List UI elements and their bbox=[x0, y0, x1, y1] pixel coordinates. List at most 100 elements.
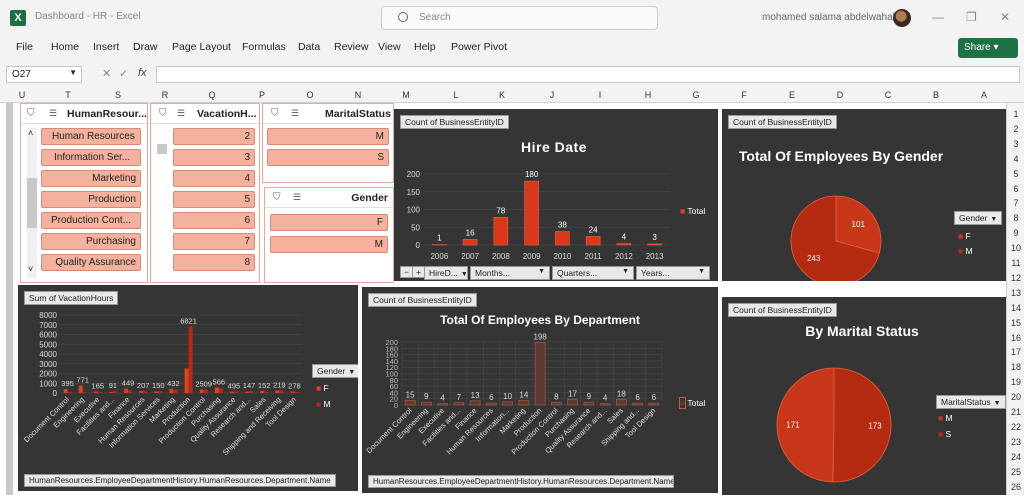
legend-field-button[interactable]: Gender ▼ bbox=[312, 364, 358, 378]
user-name[interactable]: mohamed salama abdelwahab bbox=[762, 12, 899, 23]
row-header[interactable]: 24 bbox=[1010, 451, 1021, 462]
slicer-item[interactable]: F bbox=[270, 214, 388, 231]
share-button[interactable]: Share ▾ bbox=[958, 38, 1018, 58]
field-button-hiredate[interactable]: HireD... ▼ bbox=[424, 266, 468, 280]
menu-review[interactable]: Review bbox=[334, 41, 369, 53]
column-header[interactable]: B bbox=[932, 90, 939, 100]
multi-select-icon[interactable]: ☰ bbox=[49, 108, 58, 118]
value-field-button[interactable]: Sum of VacationHours bbox=[24, 291, 119, 305]
column-header[interactable]: C bbox=[884, 90, 892, 100]
menu-formulas[interactable]: Formulas bbox=[242, 41, 286, 53]
function-icon[interactable]: fx bbox=[138, 67, 147, 79]
cancel-icon[interactable]: ✕ bbox=[102, 68, 112, 80]
row-header[interactable]: 20 bbox=[1010, 392, 1021, 403]
row-header[interactable]: 23 bbox=[1010, 436, 1021, 447]
column-header[interactable]: H bbox=[644, 90, 652, 100]
marital-pie-chart[interactable]: Count of BusinessEntityID By Marital Sta… bbox=[722, 297, 1006, 495]
department-chart[interactable]: Count of BusinessEntityID Total Of Emplo… bbox=[362, 287, 718, 493]
row-header[interactable]: 1 bbox=[1013, 109, 1019, 119]
gender-pie-chart[interactable]: Count of BusinessEntityID Total Of Emplo… bbox=[722, 109, 1006, 281]
enter-icon[interactable]: ✓ bbox=[119, 68, 129, 80]
legend-field-button[interactable]: MaritalStatus ▼ bbox=[936, 395, 1006, 409]
collapse-button[interactable]: − bbox=[400, 266, 413, 278]
menu-insert[interactable]: Insert bbox=[93, 41, 120, 53]
column-header[interactable]: G bbox=[692, 90, 700, 100]
slicer-item[interactable]: 2 bbox=[173, 128, 255, 145]
row-header[interactable]: 17 bbox=[1010, 347, 1021, 358]
sheet-area[interactable]: ⛉ ☰ HumanResour... ˄ ˅ Human Resources I… bbox=[0, 103, 1006, 495]
slicer-item[interactable]: M bbox=[267, 128, 389, 145]
row-header[interactable]: 15 bbox=[1010, 317, 1021, 328]
axis-field-button[interactable]: HumanResources.EmployeeDepartmentHistory… bbox=[24, 474, 336, 487]
column-header[interactable]: J bbox=[549, 90, 555, 100]
row-header[interactable]: 22 bbox=[1010, 421, 1021, 432]
row-header[interactable]: 4 bbox=[1013, 153, 1019, 164]
slicer-scrollbar[interactable] bbox=[27, 128, 37, 278]
row-header[interactable]: 5 bbox=[1013, 168, 1019, 179]
row-header[interactable]: 11 bbox=[1011, 258, 1021, 268]
value-field-button[interactable]: Count of BusinessEntityID bbox=[400, 115, 509, 129]
menu-file[interactable]: File bbox=[16, 41, 33, 53]
slicer-item[interactable]: Information Ser... bbox=[41, 149, 141, 166]
slicer-item[interactable]: M bbox=[270, 236, 388, 253]
multi-select-icon[interactable]: ☰ bbox=[293, 192, 302, 202]
field-button-years[interactable]: Years... ▼ bbox=[636, 266, 710, 280]
slicer-item[interactable]: Production Cont... bbox=[41, 212, 141, 229]
row-header[interactable]: 7 bbox=[1013, 198, 1019, 209]
value-field-button[interactable]: Count of BusinessEntityID bbox=[368, 293, 477, 307]
row-header[interactable]: 6 bbox=[1013, 183, 1019, 194]
slicer-item[interactable]: Marketing bbox=[41, 170, 141, 187]
menu-data[interactable]: Data bbox=[298, 41, 321, 53]
clear-filter-icon[interactable]: ⛉ bbox=[27, 108, 35, 119]
field-button-months[interactable]: Months... ▼ bbox=[470, 266, 550, 280]
chevron-down-icon[interactable]: ˅ bbox=[28, 264, 34, 274]
slicer-item[interactable]: Production bbox=[41, 191, 141, 208]
row-header[interactable]: 2 bbox=[1013, 123, 1019, 134]
column-header[interactable]: N bbox=[354, 90, 362, 100]
clear-filter-icon[interactable]: ⛉ bbox=[273, 192, 281, 203]
row-header[interactable]: 18 bbox=[1010, 362, 1021, 373]
column-header[interactable]: M bbox=[402, 90, 410, 100]
column-header[interactable]: D bbox=[836, 90, 844, 100]
row-header[interactable]: 9 bbox=[1013, 228, 1019, 239]
row-header[interactable]: 16 bbox=[1010, 332, 1021, 343]
menu-power-pivot[interactable]: Power Pivot bbox=[451, 41, 508, 53]
value-field-button[interactable]: Count of BusinessEntityID bbox=[728, 115, 837, 129]
chevron-up-icon[interactable]: ˄ bbox=[28, 128, 34, 138]
row-header[interactable]: 19 bbox=[1010, 377, 1021, 388]
menu-view[interactable]: View bbox=[378, 41, 401, 53]
legend-field-button[interactable]: Gender ▼ bbox=[954, 211, 1003, 225]
formula-input[interactable] bbox=[156, 66, 1020, 83]
row-header[interactable]: 8 bbox=[1013, 213, 1019, 224]
close-button[interactable]: ✕ bbox=[1000, 10, 1011, 24]
column-header[interactable]: S bbox=[114, 90, 121, 100]
row-header[interactable]: 14 bbox=[1010, 302, 1021, 313]
value-field-button[interactable]: Count of BusinessEntityID bbox=[728, 303, 837, 317]
column-header[interactable]: Q bbox=[208, 90, 216, 100]
vertical-scrollbar[interactable] bbox=[6, 103, 13, 495]
slicer-item[interactable]: 7 bbox=[173, 233, 255, 250]
name-box[interactable]: O27 ▼ bbox=[6, 66, 82, 83]
slicer-item[interactable]: 6 bbox=[173, 212, 255, 229]
row-header[interactable]: 3 bbox=[1013, 138, 1019, 149]
menu-page-layout[interactable]: Page Layout bbox=[172, 41, 231, 53]
column-header[interactable]: T bbox=[65, 90, 71, 100]
slicer-item[interactable]: Human Resources bbox=[41, 128, 141, 145]
clear-filter-icon[interactable]: ⛉ bbox=[159, 108, 167, 119]
column-header[interactable]: E bbox=[788, 90, 795, 100]
row-header[interactable]: 21 bbox=[1010, 407, 1021, 417]
row-header[interactable]: 12 bbox=[1010, 272, 1021, 283]
slicer-item[interactable]: 8 bbox=[173, 254, 255, 271]
multi-select-icon[interactable]: ☰ bbox=[177, 108, 186, 118]
slicer-item[interactable]: Quality Assurance bbox=[41, 254, 141, 271]
slicer-item[interactable]: 3 bbox=[173, 149, 255, 166]
column-header[interactable]: U bbox=[18, 90, 26, 100]
row-header[interactable]: 13 bbox=[1010, 287, 1021, 298]
minimize-button[interactable]: — bbox=[932, 10, 944, 24]
slicer-item[interactable]: Purchasing bbox=[41, 233, 141, 250]
maximize-button[interactable]: ❐ bbox=[966, 10, 977, 24]
axis-field-button[interactable]: HumanResources.EmployeeDepartmentHistory… bbox=[368, 475, 674, 488]
scroll-thumb[interactable] bbox=[157, 144, 167, 154]
menu-home[interactable]: Home bbox=[51, 41, 80, 53]
row-header[interactable]: 25 bbox=[1010, 466, 1021, 477]
